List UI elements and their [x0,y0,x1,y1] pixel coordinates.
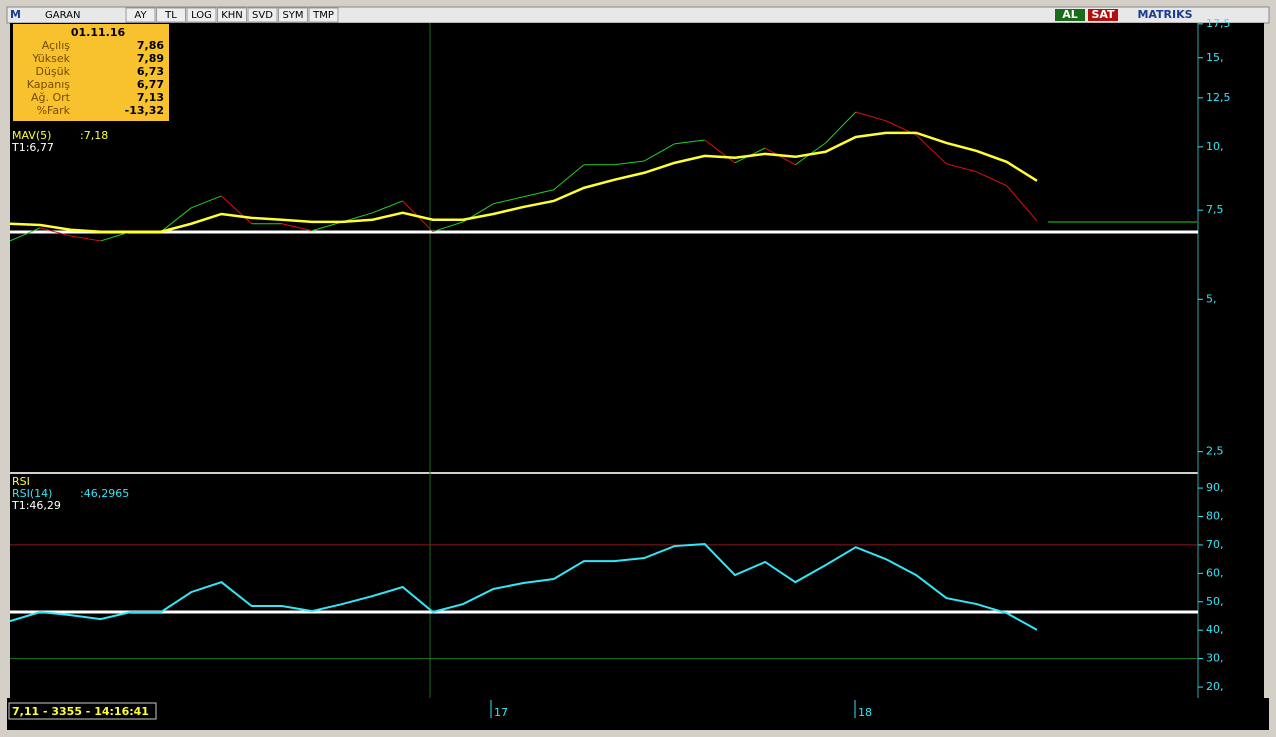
y-tick-label: 12,5 [1206,91,1231,104]
close-segment [221,195,252,225]
rsi-panel [10,474,1198,698]
info-value: 7,86 [137,39,164,52]
y-tick-label: 30, [1206,652,1224,665]
close-segment [191,195,222,209]
close-segment [432,221,464,233]
info-label: Düşük [35,65,70,78]
sell-label[interactable]: SAT [1091,8,1115,21]
buy-button[interactable] [1055,9,1085,21]
y-tick-label: 40, [1206,623,1224,636]
bottom-strip [7,698,1269,730]
close-segment [553,164,585,191]
toolbar-button-label[interactable]: SVD [252,10,273,21]
status: 7,11 - 3355 - 14:16:41 [12,705,149,718]
close-segment [160,207,192,233]
close-segment [100,231,131,242]
toolbar-button[interactable] [278,7,308,23]
y-tick-label: 80, [1206,510,1224,523]
cursor-value: T1:6,77 [11,141,54,154]
info-date: 01.11.16 [71,26,126,39]
y-tick-label: 15, [1206,51,1224,64]
info-label: %Fark [37,104,71,117]
rsi-title: RSI [12,475,30,488]
y-tick-label: 10, [1206,140,1224,153]
x-label: 17 [494,706,508,719]
rsi-line [9,543,1038,631]
info-label: Kapanış [27,78,71,91]
close-segment [9,227,41,242]
symbol[interactable]: GARAN [45,10,80,21]
sell-button[interactable] [1088,9,1118,21]
logo: M [10,8,21,21]
y-tick-label: 5, [1206,292,1217,305]
toolbar-button-label[interactable]: LOG [191,10,212,21]
close-segment [70,235,101,242]
toolbar-button-label[interactable]: TMP [312,10,334,21]
close-segment [825,111,857,144]
close-segment [372,200,403,214]
buy-label[interactable]: AL [1062,8,1078,21]
toolbar-button-label[interactable]: AY [134,10,147,21]
x-label: 18 [858,706,872,719]
y-tick-label: 50, [1206,595,1224,608]
toolbar-button-label[interactable]: SYM [282,10,303,21]
info-label: Ağ. Ort [31,91,71,104]
toolbar-button[interactable] [186,7,217,23]
close-segment [915,134,947,165]
price-panel [10,23,1198,472]
close-segment [976,171,1008,187]
indicator-name: RSI(14) [12,487,52,500]
close-segment [855,111,887,122]
close-segment [40,227,71,237]
close-segment [523,189,554,198]
indicator-name: MAV(5) [12,129,51,142]
y-tick-label: 60, [1206,566,1224,579]
toolbar-button-label[interactable]: KHN [221,10,243,21]
y-tick-label: 17,5 [1206,17,1231,30]
toolbar-button[interactable] [156,7,186,23]
close-segment [704,139,736,164]
close-segment [946,163,977,173]
info-box [13,24,169,121]
close-segment [674,139,705,145]
cursor-value: T1:46,29 [11,499,61,512]
info-value: 6,77 [137,78,164,91]
y-axis-strip [1198,23,1264,698]
info-value: 6,73 [137,65,164,78]
info-value: 7,89 [137,52,164,65]
indicator-value: :46,2965 [80,487,129,500]
y-tick-label: 20, [1206,680,1224,693]
y-tick-label: 90, [1206,481,1224,494]
toolbar-button[interactable] [308,7,339,23]
info-label: Yüksek [31,52,70,65]
status-box [8,702,157,720]
toolbar-button[interactable] [125,7,156,23]
close-segment [311,221,343,232]
mav-line [9,131,1038,233]
toolbar-button[interactable] [247,7,278,23]
close-segment [1006,185,1038,222]
y-tick-label: 2,5 [1206,445,1224,458]
brand: MATRIKS [1137,8,1192,21]
close-segment [281,223,313,232]
y-tick-label: 7,5 [1206,203,1224,216]
close-segment [614,160,645,166]
info-value: 7,13 [137,91,164,104]
toolbar-button-label[interactable]: TL [164,10,177,21]
info-value: -13,32 [125,104,164,117]
toolbar-button[interactable] [217,7,247,23]
close-segment [493,196,524,205]
y-tick-label: 70, [1206,538,1224,551]
indicator-value: :7,18 [80,129,108,142]
info-label: Açılış [42,39,71,52]
close-segment [644,143,675,162]
